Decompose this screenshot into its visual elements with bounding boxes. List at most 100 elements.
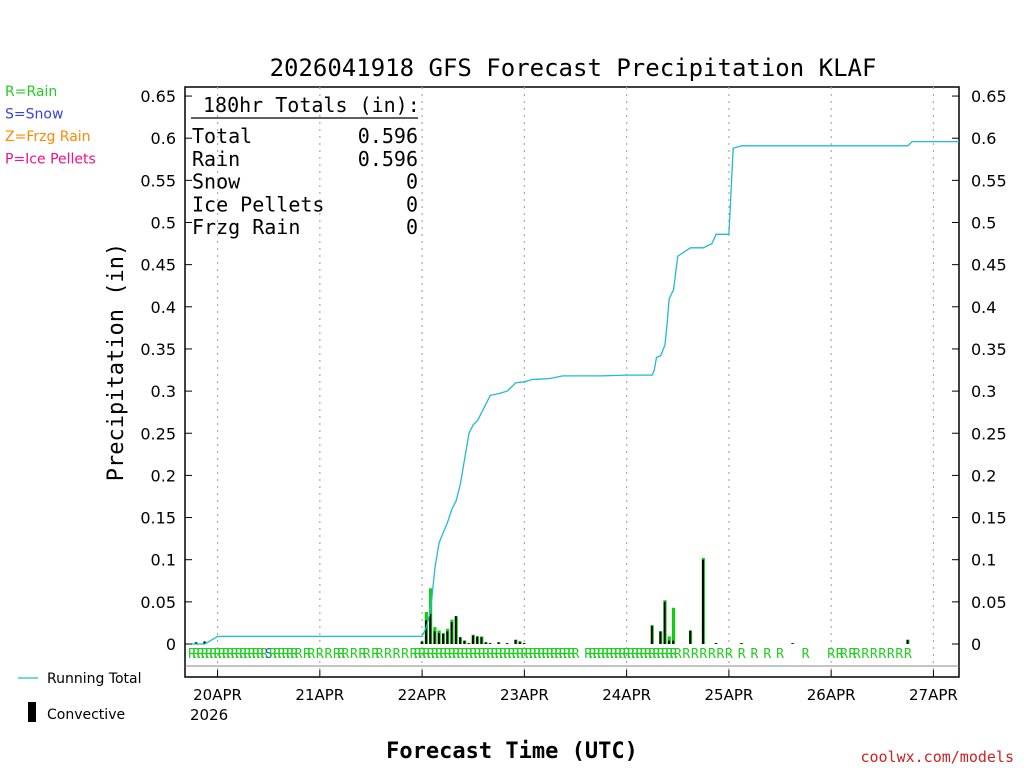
y-tick-label: 0.3 — [151, 382, 176, 401]
totals-row-value: 0 — [406, 192, 418, 216]
grid-lines — [216, 87, 935, 677]
ptype-marker: R — [486, 647, 494, 662]
y-tick-label: 0.4 — [151, 298, 176, 317]
ptype-marker: R — [657, 647, 665, 662]
y-axis-left: 0 0.05 0.1 0.15 0.2 0.25 0.3 0.35 0.4 0.45 0.5 0.55… — [140, 87, 192, 654]
ptype-marker: R — [763, 647, 771, 662]
ptype-marker: R — [469, 647, 477, 662]
ptype-marker: R — [904, 647, 912, 662]
y-tick-label: 0.05 — [140, 593, 176, 612]
ptype-marker: R — [282, 647, 290, 662]
precip-bar-convective — [689, 630, 692, 644]
ptype-marker: R — [559, 647, 567, 662]
ptype-marker: R — [435, 647, 443, 662]
precip-bar-convective — [480, 637, 483, 644]
ptype-marker: R — [499, 647, 507, 662]
y-tick-label: 0.2 — [151, 466, 176, 485]
totals-row-value: 0 — [406, 170, 418, 194]
ptype-marker: R — [303, 647, 311, 662]
ptype-marker: R — [427, 647, 435, 662]
running-total-series — [192, 140, 959, 645]
ptype-marker: R — [235, 647, 243, 662]
x-tick-label: 24APR — [602, 686, 651, 704]
totals-row-label: Total — [192, 124, 252, 148]
ptype-marker: R — [606, 647, 614, 662]
ptype-marker: R — [495, 647, 503, 662]
y-tick-label: 0.25 — [140, 424, 176, 443]
precip-bar-convective — [702, 559, 704, 644]
ptype-marker: R — [563, 647, 571, 662]
totals-row-label: Frzg Rain — [192, 215, 300, 239]
ptype-marker: R — [444, 647, 452, 662]
precip-bar-convective — [203, 641, 206, 644]
precip-bar-total — [671, 607, 676, 644]
ptype-marker: R — [252, 647, 260, 662]
y-tick-label: 0.45 — [140, 256, 176, 275]
series-legend: Running Total Convective — [18, 671, 142, 723]
ptype-marker: R — [776, 647, 784, 662]
precip-bar-convective — [446, 631, 449, 644]
ptype-marker: R — [836, 647, 844, 662]
precip-bar-convective — [497, 642, 500, 644]
ptype-marker: R — [861, 647, 869, 662]
y-tick-label: 0.5 — [151, 214, 176, 233]
y-tick-label: 0.35 — [971, 340, 1007, 359]
credit-link[interactable]: coolwx.com/models — [860, 748, 1014, 766]
precip-bars — [194, 558, 910, 644]
year-label: 2026 — [190, 706, 228, 724]
ptype-marker: R — [410, 647, 418, 662]
ptype-marker: R — [384, 647, 392, 662]
ptype-marker: R — [192, 647, 200, 662]
precip-bar-convective — [459, 637, 462, 644]
ptype-marker: R — [316, 647, 324, 662]
totals-row-label: Ice Pellets — [192, 192, 324, 216]
ptype-marker: R — [597, 647, 605, 662]
ptype-marker: R — [452, 647, 460, 662]
ptype-marker: R — [239, 647, 247, 662]
ptype-marker: R — [840, 647, 848, 662]
ptype-marker: R — [261, 647, 269, 662]
ptype-marker: R — [461, 647, 469, 662]
ptype-marker: R — [431, 647, 439, 662]
precip-bar-convective — [791, 643, 794, 644]
ptype-marker: R — [197, 647, 205, 662]
ptype-marker: R — [350, 647, 358, 662]
precip-bar-convective — [463, 640, 466, 644]
ptype-marker: R — [601, 647, 609, 662]
ptype-marker: R — [537, 647, 545, 662]
ptype-marker: R — [631, 647, 639, 662]
ptype-marker: R — [665, 647, 673, 662]
ptype-marker: R — [359, 647, 367, 662]
precip-bar-convective — [420, 641, 423, 644]
ptype-marker: R — [508, 647, 516, 662]
ptype-marker: R — [222, 647, 230, 662]
ptype-marker: R — [520, 647, 528, 662]
ptype-marker: R — [674, 647, 682, 662]
ptype-marker: R — [610, 647, 618, 662]
precip-type-legend-item: R=Rain — [5, 84, 57, 100]
precip-bar-convective — [506, 643, 508, 644]
ptype-marker: R — [512, 647, 520, 662]
ptype-marker: R — [201, 647, 209, 662]
precip-bar-convective — [514, 639, 517, 644]
ptype-marker: R — [691, 647, 699, 662]
ptype-marker: R — [341, 647, 349, 662]
ptype-marker: R — [363, 647, 371, 662]
ptype-marker: R — [393, 647, 401, 662]
totals-row-label: Snow — [192, 170, 241, 194]
precip-type-legend: R=Rain S=Snow Z=Frzg Rain P=Ice Pellets — [5, 84, 96, 168]
precip-bar-convective — [442, 633, 445, 644]
precip-bar-convective — [663, 601, 666, 644]
ptype-marker: R — [482, 647, 490, 662]
ptype-marker: R — [878, 647, 886, 662]
precip-bar-convective — [740, 643, 743, 644]
ptype-marker: R — [478, 647, 486, 662]
ptype-marker: R — [273, 647, 281, 662]
precip-bar-convective — [667, 640, 670, 644]
running-total-legend-label: Running Total — [47, 671, 142, 687]
y-tick-label: 0.5 — [971, 214, 996, 233]
precip-bar-convective — [471, 635, 474, 644]
y-tick-label: 0.35 — [140, 340, 176, 359]
